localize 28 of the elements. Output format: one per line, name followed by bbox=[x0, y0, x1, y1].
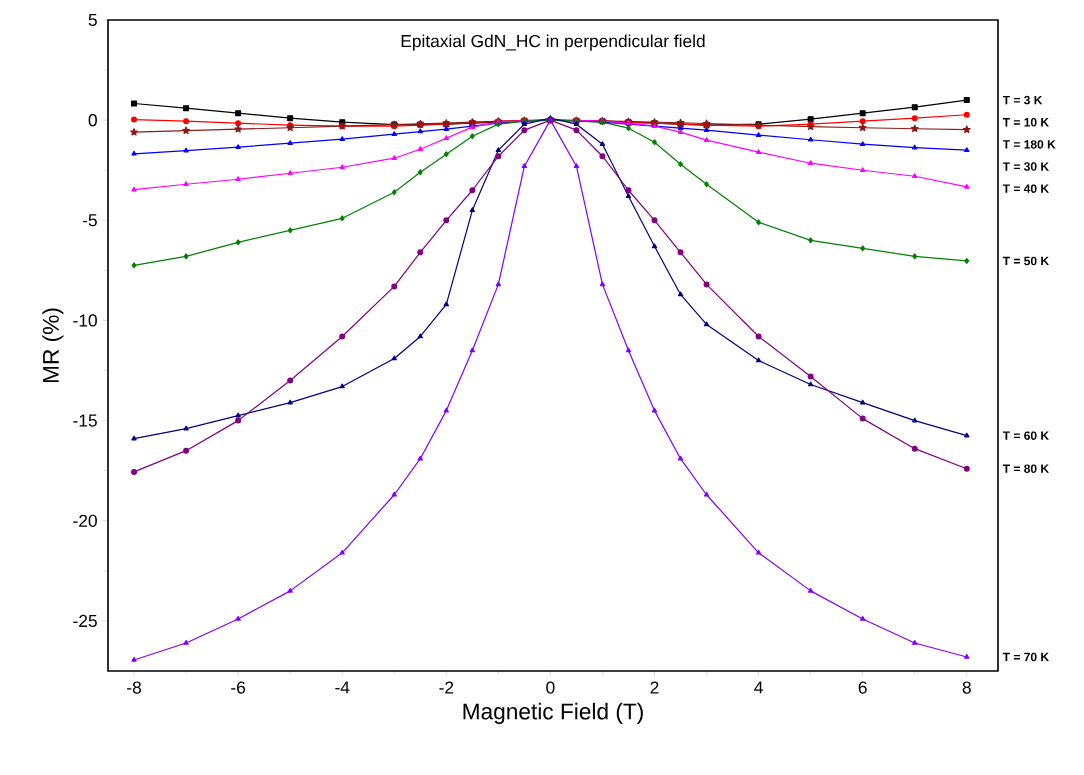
x-tick-label: -4 bbox=[335, 681, 350, 694]
x-tick-label: -2 bbox=[439, 681, 454, 694]
x-tick-label: 8 bbox=[962, 681, 971, 694]
text: T = 70 K bbox=[1002, 652, 1049, 662]
text: T = 3 K bbox=[1002, 95, 1043, 105]
y-axis-title: MR (%) bbox=[42, 308, 64, 383]
text: T = 40 K bbox=[1002, 184, 1049, 193]
text: T = 180 K bbox=[1002, 140, 1056, 149]
y-tick-label: -10 bbox=[73, 314, 97, 327]
y-tick-label: 0 bbox=[88, 114, 97, 127]
text: Epitaxial GdN_HC in perpendicular field bbox=[401, 34, 705, 51]
text: T = 60 K bbox=[1002, 431, 1049, 440]
y-tick-label: -20 bbox=[73, 514, 97, 527]
text: T = 80 K bbox=[1002, 464, 1049, 473]
y-tick-label: 5 bbox=[88, 13, 97, 27]
x-tick-label: 6 bbox=[858, 681, 867, 694]
x-tick-label: 4 bbox=[754, 681, 763, 694]
text: T = 50 K bbox=[1002, 256, 1049, 266]
y-tick-label: -25 bbox=[73, 614, 97, 628]
x-tick-label: 2 bbox=[650, 681, 659, 694]
y-tick-label: -15 bbox=[73, 414, 97, 427]
x-tick-label: 0 bbox=[546, 681, 555, 694]
text: T = 10 K bbox=[1002, 118, 1049, 127]
x-tick-label: -8 bbox=[127, 681, 141, 694]
text: T = 30 K bbox=[1002, 162, 1049, 171]
x-axis-title: Magnetic Field (T) bbox=[463, 702, 643, 724]
y-tick-label: -5 bbox=[82, 214, 97, 227]
x-tick-label: -6 bbox=[231, 681, 246, 694]
